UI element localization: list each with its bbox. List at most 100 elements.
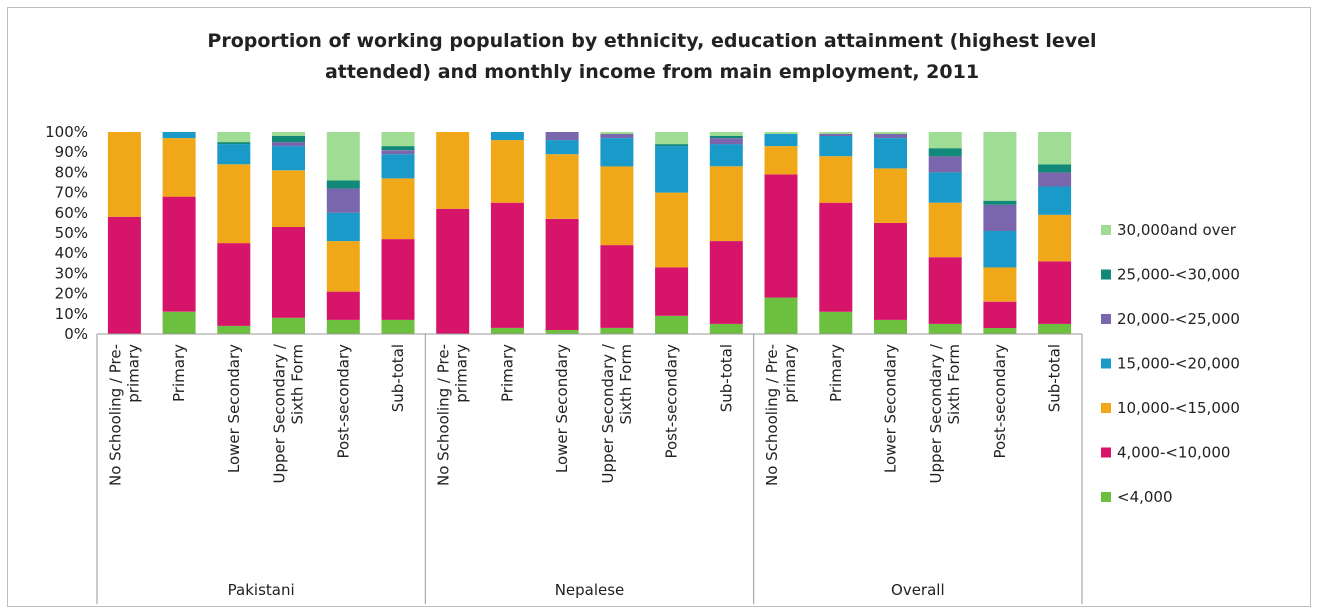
y-tick-label: 60% [55,204,88,222]
bar-segment [819,136,853,157]
bar-segment [764,132,798,134]
bar-segment [490,132,524,141]
y-tick-label: 70% [55,184,88,202]
category-label: Upper Secondary / [599,343,617,483]
bar-segment [490,327,524,334]
bar-segment [545,330,579,334]
bar-segment [655,315,689,334]
category-label: Lower Secondary [225,344,243,473]
bar-segment [928,148,962,157]
bar-segment [764,146,798,175]
y-tick-label: 80% [55,163,88,181]
bar-segment [217,132,251,143]
chart-frame [7,7,1311,607]
bar-segment [874,138,907,169]
category-label: Upper Secondary / [927,343,945,483]
legend-swatch [1101,447,1111,458]
bar-segment [1038,186,1072,215]
bar-segment [600,166,634,246]
bar-segment [600,134,634,138]
legend-swatch [1101,358,1111,369]
bar-segment [545,132,579,141]
y-tick-label: 20% [55,285,88,303]
category-label: Upper Secondary / [271,343,289,483]
bar-segment [928,257,962,324]
bar-segment [655,192,689,268]
bar-segment [983,132,1017,201]
bar-segment [217,144,251,165]
bar-segment [381,150,415,155]
bar-segment [1038,261,1072,324]
category-label: primary [453,344,471,403]
bar-segment [217,243,251,326]
legend-label: 25,000-<30,000 [1117,266,1240,284]
bar-segment [983,301,1017,328]
bar-segment [655,132,689,145]
bar-segment [709,136,743,138]
y-tick-label: 100% [45,123,88,141]
bar-segment [600,245,634,328]
legend-label: <4,000 [1117,488,1173,506]
group-label: Overall [891,581,945,599]
bar-segment [107,216,141,334]
bar-segment [272,136,305,143]
bar-segment [655,267,689,316]
category-label: No Schooling / Pre- [435,344,453,486]
category-label: Primary [170,344,188,402]
group-label: Pakistani [228,581,295,599]
bar-segment [107,132,141,217]
category-label: Lower Secondary [881,344,899,473]
category-label: No Schooling / Pre- [106,344,124,486]
category-label: Sixth Form [945,344,963,425]
bar-segment [983,327,1017,334]
bar-segment [381,319,415,334]
bar-segment [600,132,634,134]
bar-segment [874,132,907,134]
bar-segment [381,132,415,147]
bar-segment [764,134,798,147]
bar-segment [326,188,360,213]
bar-segment [1038,172,1072,187]
bar-segment [874,319,907,334]
legend-swatch [1101,314,1111,324]
bar-segment [655,146,689,193]
category-label: Post-secondary [663,344,681,459]
bar-segment [983,231,1017,268]
bar-segment [545,140,579,155]
bar-segment [928,132,962,149]
bar-segment [819,134,853,136]
category-label: Primary [827,344,845,402]
legend-label: 10,000-<15,000 [1117,399,1240,417]
bar-segment [381,146,415,151]
legend-swatch [1101,492,1111,502]
bar-segment [272,142,305,147]
bar-segment [819,202,853,312]
bar-segment [162,138,196,197]
chart-title-line-2: attended) and monthly income from main e… [324,61,980,83]
bar-segment [326,180,360,189]
bar-segment [928,156,962,173]
bar-segment [272,317,305,334]
bar-segment [1038,132,1072,165]
bar-segment [326,132,360,181]
bar-segment [1038,323,1072,334]
bar-segment [928,172,962,203]
chart-title: Proportion of working population by ethn… [0,26,1304,88]
bar-segment [545,218,579,330]
chart-title-line-1: Proportion of working population by ethn… [207,30,1097,52]
bar-segment [819,311,853,334]
category-label: Sub-total [1046,344,1064,412]
bar-segment [874,134,907,138]
y-tick-label: 10% [55,305,88,323]
bar-segment [983,204,1017,231]
bar-segment [819,156,853,203]
bar-segment [709,241,743,324]
bar-segment [162,132,196,139]
category-label: primary [124,344,142,403]
category-label: primary [781,344,799,403]
y-tick-label: 90% [55,143,88,161]
category-label: Post-secondary [991,344,1009,459]
bar-segment [490,202,524,328]
bar-segment [600,138,634,167]
